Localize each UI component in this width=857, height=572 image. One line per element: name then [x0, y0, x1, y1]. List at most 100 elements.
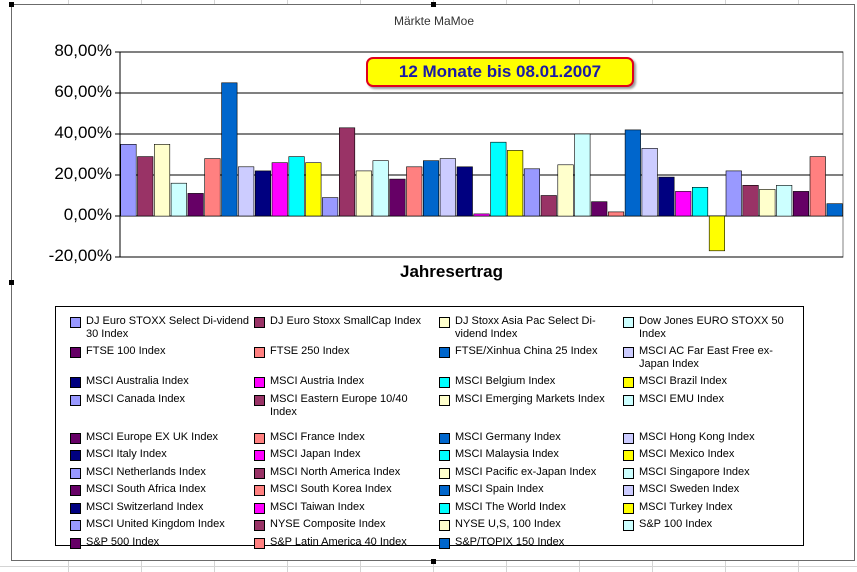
legend-swatch	[254, 450, 265, 461]
legend-label: MSCI Turkey Index	[639, 501, 733, 513]
resize-handle-top-left[interactable]	[9, 2, 14, 7]
legend-swatch	[439, 520, 450, 531]
legend-swatch	[70, 377, 81, 388]
y-tick-label: 80,00%	[54, 41, 112, 60]
legend-label: S&P/TOPIX 150 Index	[455, 536, 565, 548]
legend-swatch	[254, 433, 265, 444]
legend-swatch	[70, 520, 81, 531]
bar	[792, 191, 810, 217]
x-axis-title: Jahresertrag	[400, 262, 504, 281]
legend-label: MSCI Australia Index	[86, 375, 189, 387]
legend-swatch	[70, 503, 81, 514]
bar	[389, 178, 406, 217]
bar	[540, 195, 557, 217]
bar	[322, 197, 339, 217]
bar	[624, 129, 641, 217]
legend-swatch	[439, 433, 450, 444]
legend-label: MSCI South Korea Index	[270, 483, 392, 495]
legend-swatch	[623, 503, 634, 514]
bar	[641, 148, 658, 217]
bar	[154, 144, 171, 217]
legend-label: MSCI Taiwan Index	[270, 501, 365, 513]
legend-swatch	[254, 468, 265, 479]
bar	[254, 170, 271, 217]
legend-swatch	[623, 433, 634, 444]
y-tick-label: -20,00%	[48, 246, 112, 265]
legend-label: MSCI Canada Index	[86, 393, 186, 405]
bar	[238, 166, 255, 217]
resize-handle-bottom-mid[interactable]	[431, 559, 436, 564]
bar	[204, 158, 221, 217]
legend-label: MSCI Austria Index	[270, 375, 365, 387]
legend-swatch	[439, 347, 450, 358]
legend-label: DJ Stoxx Asia Pac Select Di-vidend Index	[455, 315, 596, 340]
legend-label: MSCI Singapore Index	[639, 466, 750, 478]
legend-label: MSCI Sweden Index	[639, 483, 740, 495]
legend-swatch	[254, 377, 265, 388]
legend-swatch	[254, 538, 265, 549]
legend-label: MSCI Brazil Index	[639, 375, 728, 387]
bar	[120, 144, 137, 217]
sheet-row-line	[0, 566, 857, 567]
legend-label: MSCI Europe EX UK Index	[86, 431, 219, 443]
bar	[607, 211, 625, 217]
legend-label: NYSE Composite Index	[270, 518, 386, 530]
legend-swatch	[70, 468, 81, 479]
legend-swatch	[254, 317, 265, 328]
legend-swatch	[623, 468, 634, 479]
legend-label: MSCI Emerging Markets Index	[455, 393, 605, 405]
bar	[137, 156, 154, 217]
legend-label: MSCI Eastern Europe 10/40 Index	[270, 393, 408, 418]
legend-swatch	[623, 395, 634, 406]
bar	[355, 170, 372, 217]
legend-label: Dow Jones EURO STOXX 50 Index	[639, 315, 784, 340]
legend-swatch	[439, 538, 450, 549]
bar	[473, 213, 490, 217]
legend-swatch	[439, 317, 450, 328]
legend-label: MSCI Japan Index	[270, 448, 361, 460]
legend-swatch	[70, 347, 81, 358]
legend-swatch	[254, 503, 265, 514]
bar	[574, 133, 591, 217]
bar	[691, 187, 709, 217]
legend-label: MSCI Mexico Index	[639, 448, 735, 460]
legend-label: S&P 500 Index	[86, 536, 160, 548]
date-banner: 12 Monate bis 08.01.2007	[366, 57, 634, 87]
legend-label: MSCI United Kingdom Index	[86, 518, 225, 530]
bar	[591, 201, 608, 217]
legend-label: FTSE 250 Index	[270, 345, 350, 357]
legend-label: MSCI Switzerland Index	[86, 501, 204, 513]
y-tick-label: 40,00%	[54, 123, 112, 142]
legend-label: MSCI France Index	[270, 431, 365, 443]
bar	[776, 185, 793, 217]
legend-swatch	[254, 520, 265, 531]
legend-label: MSCI North America Index	[270, 466, 401, 478]
resize-handle-mid-left[interactable]	[9, 280, 14, 285]
bar	[170, 182, 187, 217]
bar	[305, 162, 322, 217]
bar	[372, 160, 389, 217]
legend-label: MSCI EMU Index	[639, 393, 724, 405]
legend-label: MSCI Hong Kong Index	[639, 431, 755, 443]
chart-title: Märkte MaMoe	[393, 14, 475, 28]
legend-swatch	[70, 450, 81, 461]
bar	[708, 215, 726, 252]
legend-label: MSCI Netherlands Index	[86, 466, 206, 478]
resize-handle-top-mid[interactable]	[431, 2, 436, 7]
legend-swatch	[439, 503, 450, 514]
legend: DJ Euro STOXX Select Di-vidend 30 Index D…	[55, 306, 804, 549]
bar	[456, 166, 473, 217]
legend-swatch	[70, 433, 81, 444]
y-tick-label: 20,00%	[54, 164, 112, 183]
legend-swatch	[623, 317, 634, 328]
legend-swatch	[70, 485, 81, 496]
legend-label: NYSE U,S, 100 Index	[455, 518, 561, 530]
legend-swatch	[623, 520, 634, 531]
legend-label: MSCI Italy Index	[86, 448, 167, 460]
legend-swatch	[439, 395, 450, 406]
bar	[523, 168, 541, 217]
bar	[490, 141, 507, 217]
legend-swatch	[439, 485, 450, 496]
legend-label: DJ Euro Stoxx SmallCap Index	[270, 315, 422, 327]
legend-label: MSCI South Africa Index	[86, 483, 206, 495]
